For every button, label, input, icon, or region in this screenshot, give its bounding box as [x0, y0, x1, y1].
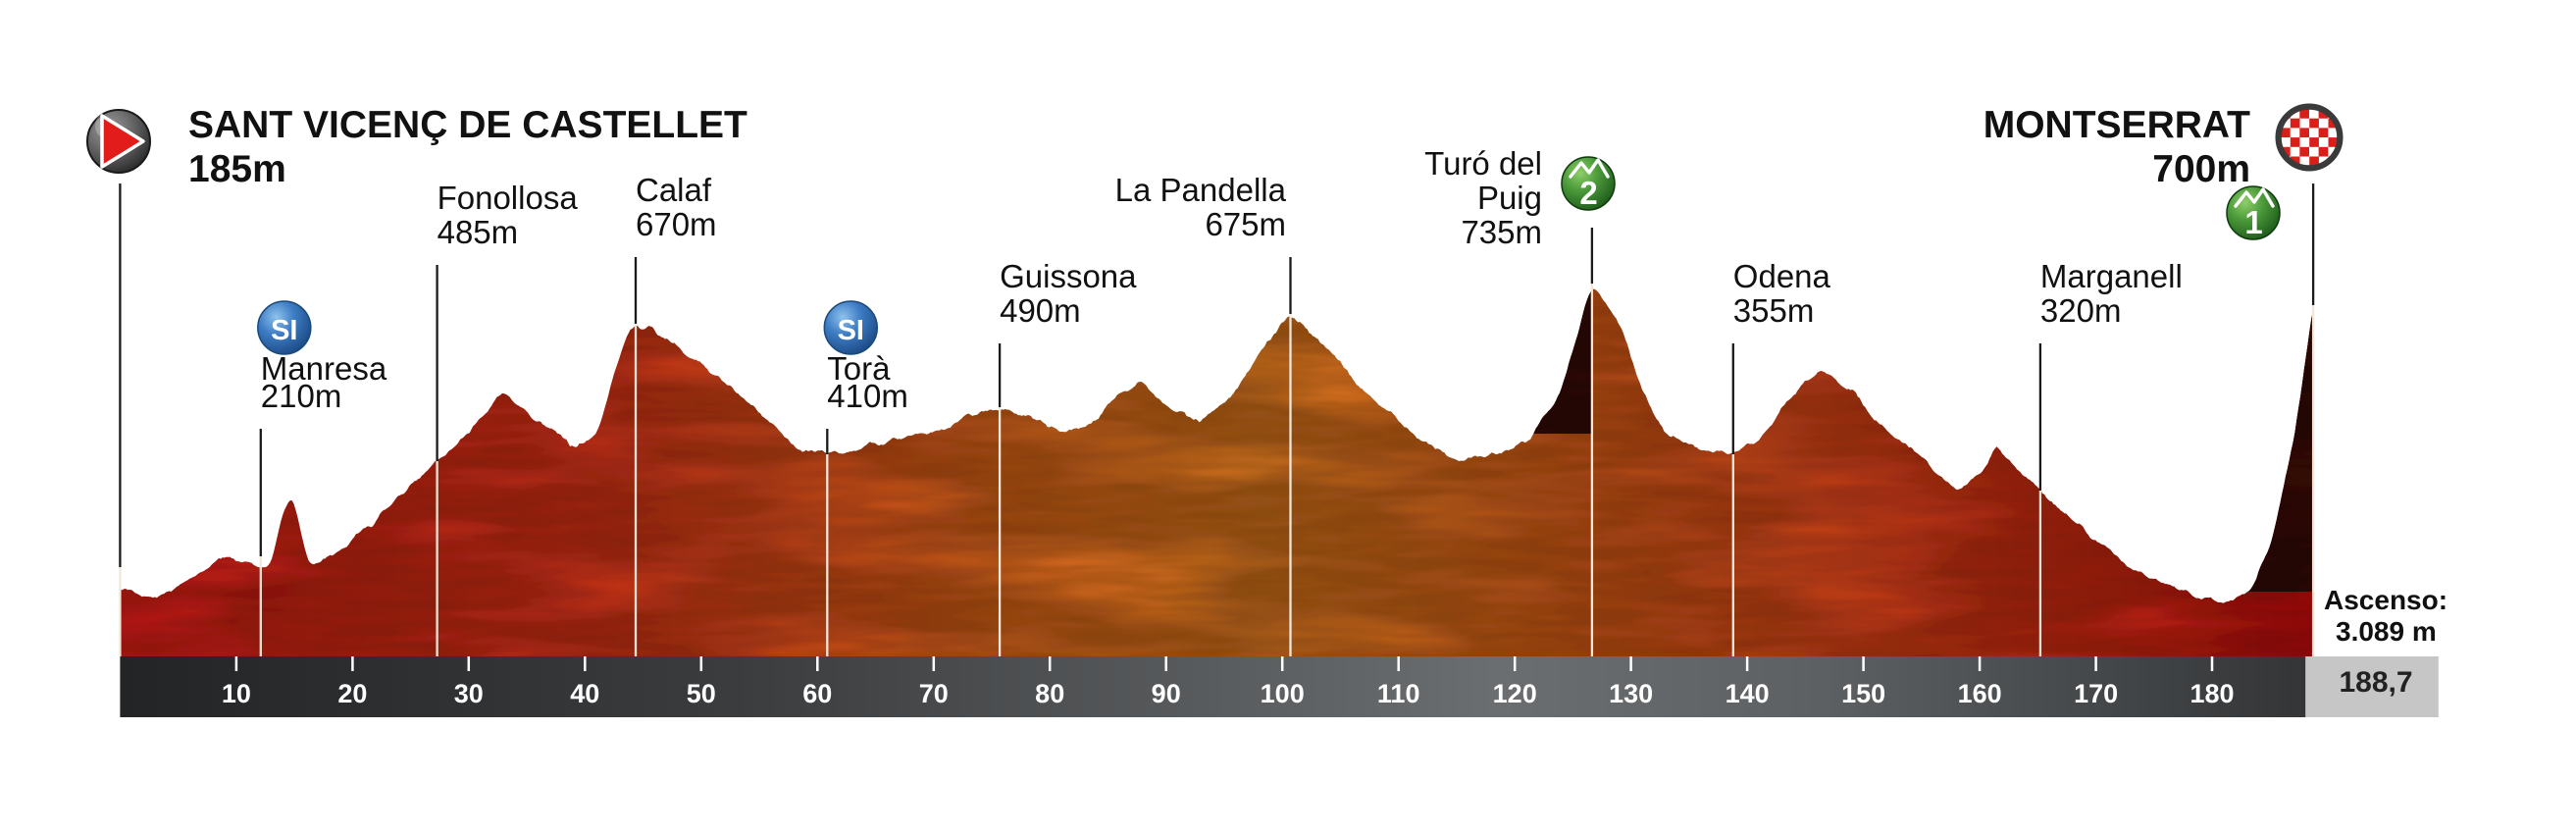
svg-text:Calaf: Calaf	[636, 172, 712, 208]
svg-text:490m: 490m	[1000, 292, 1081, 329]
svg-text:410m: 410m	[827, 378, 908, 414]
svg-text:90: 90	[1152, 679, 1181, 708]
svg-text:100: 100	[1261, 679, 1305, 708]
svg-text:La Pandella: La Pandella	[1115, 172, 1287, 208]
svg-text:2: 2	[1579, 175, 1597, 211]
svg-text:20: 20	[337, 679, 367, 708]
svg-text:1: 1	[2244, 204, 2262, 240]
svg-text:70: 70	[919, 679, 949, 708]
svg-text:320m: 320m	[2040, 292, 2122, 329]
svg-text:355m: 355m	[1733, 292, 1815, 329]
svg-text:185m: 185m	[188, 148, 286, 190]
svg-text:Fonollosa: Fonollosa	[438, 180, 579, 216]
svg-text:3.089 m: 3.089 m	[2336, 616, 2437, 647]
svg-text:Puig: Puig	[1477, 180, 1542, 216]
svg-text:Marganell: Marganell	[2040, 258, 2183, 294]
svg-text:485m: 485m	[438, 214, 519, 250]
svg-text:10: 10	[222, 679, 251, 708]
svg-text:735m: 735m	[1461, 214, 1542, 250]
svg-text:SANT VICENÇ DE CASTELLET: SANT VICENÇ DE CASTELLET	[188, 104, 747, 146]
svg-text:210m: 210m	[261, 378, 342, 414]
svg-text:140: 140	[1726, 679, 1770, 708]
svg-text:SI: SI	[271, 315, 297, 346]
svg-text:700m: 700m	[2152, 148, 2250, 190]
svg-text:50: 50	[687, 679, 716, 708]
svg-text:675m: 675m	[1205, 206, 1286, 242]
svg-text:Turó del: Turó del	[1424, 145, 1542, 182]
svg-text:MONTSERRAT: MONTSERRAT	[1984, 104, 2250, 146]
svg-text:170: 170	[2074, 679, 2118, 708]
svg-text:188,7: 188,7	[2339, 666, 2412, 699]
svg-text:670m: 670m	[636, 206, 717, 242]
svg-text:150: 150	[1841, 679, 1885, 708]
svg-text:130: 130	[1609, 679, 1653, 708]
svg-text:180: 180	[2190, 679, 2234, 708]
svg-text:40: 40	[570, 679, 599, 708]
svg-text:160: 160	[1958, 679, 2002, 708]
svg-text:Ascenso:: Ascenso:	[2324, 585, 2447, 615]
svg-text:SI: SI	[838, 315, 864, 346]
svg-text:Guissona: Guissona	[1000, 258, 1137, 294]
svg-text:120: 120	[1493, 679, 1537, 708]
svg-text:110: 110	[1377, 679, 1420, 708]
svg-text:Odena: Odena	[1733, 258, 1831, 294]
svg-text:80: 80	[1035, 679, 1064, 708]
svg-text:30: 30	[454, 679, 484, 708]
svg-text:60: 60	[802, 679, 832, 708]
